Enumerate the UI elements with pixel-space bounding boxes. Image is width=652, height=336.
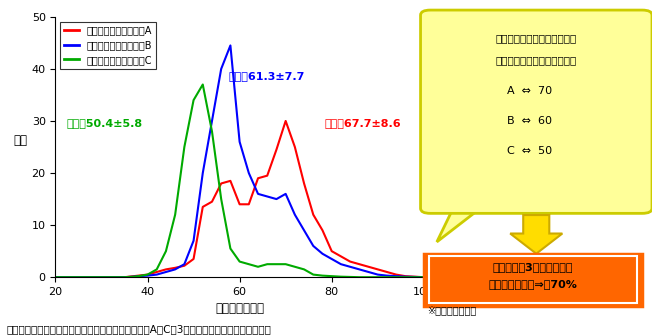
Y-axis label: 度数: 度数 xyxy=(14,134,27,147)
Text: 平均：61.3±7.7: 平均：61.3±7.7 xyxy=(229,71,305,81)
Text: 適合度（全体）⇒約70%: 適合度（全体）⇒約70% xyxy=(488,279,578,289)
Text: ※すべて登録特許: ※すべて登録特許 xyxy=(427,305,477,315)
Text: C  ⇔  50: C ⇔ 50 xyxy=(507,146,552,156)
X-axis label: パテントスコア: パテントスコア xyxy=(215,302,264,316)
Text: メーカーの3段階評価との: メーカーの3段階評価との xyxy=(493,262,573,272)
Text: 平均：50.4±5.8: 平均：50.4±5.8 xyxy=(67,118,143,128)
Text: 平均：67.7±8.6: 平均：67.7±8.6 xyxy=(324,118,401,128)
Text: 大手総合電気メーカー評価と: 大手総合電気メーカー評価と xyxy=(496,34,577,44)
Text: A  ⇔  70: A ⇔ 70 xyxy=(507,86,552,96)
Text: B  ⇔  60: B ⇔ 60 xyxy=(507,116,552,126)
Text: 図表３　メーカーの担当者による自社特許の評価（A～Cの3段階とパテントスコアの比較）: 図表３ メーカーの担当者による自社特許の評価（A～Cの3段階とパテントスコアの比… xyxy=(7,324,271,334)
Legend: 大手電気メーカー評価A, 大手電気メーカー評価B, 大手電気メーカー評価C: 大手電気メーカー評価A, 大手電気メーカー評価B, 大手電気メーカー評価C xyxy=(60,22,156,69)
Text: パテントスコアの対応は概ね: パテントスコアの対応は概ね xyxy=(496,55,577,66)
